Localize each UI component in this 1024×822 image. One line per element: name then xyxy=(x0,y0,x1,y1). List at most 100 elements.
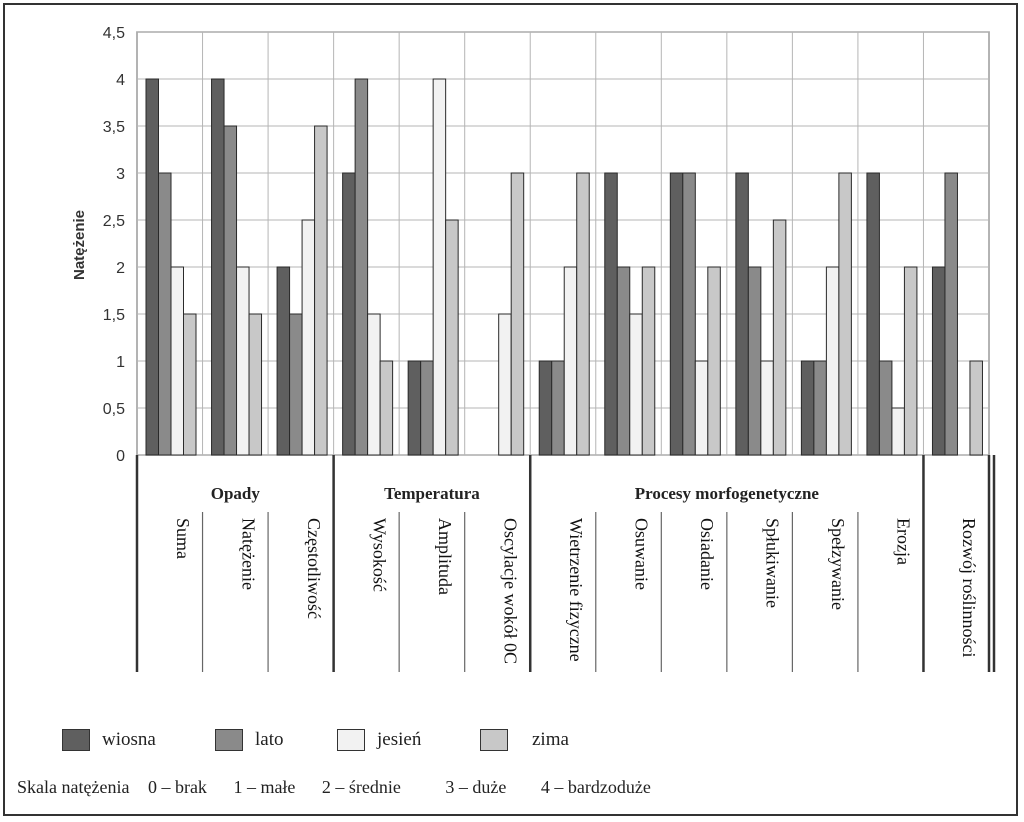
group-label: Temperatura xyxy=(384,484,480,503)
scale-item-1: 1 – małe xyxy=(233,777,296,797)
bar-zima-8 xyxy=(707,266,721,456)
y-tick-label: 1 xyxy=(116,354,125,371)
bar-wiosna-3 xyxy=(342,172,356,456)
bar-lato-7 xyxy=(616,266,631,456)
bar-wiosna-6 xyxy=(538,360,553,456)
category-label: Spełzywanie xyxy=(828,518,848,610)
scale-title: Skala natężenia xyxy=(17,777,130,797)
y-axis: 0 0,5 1 1,5 2 2,5 3 3,5 4 4,5 xyxy=(103,25,125,465)
bar-jesień-11 xyxy=(891,407,905,456)
bar-jesień-8 xyxy=(694,360,709,456)
y-tick-label: 0 xyxy=(116,448,125,465)
legend-swatch-jesien xyxy=(337,729,365,751)
y-tick-label: 2,5 xyxy=(103,213,125,230)
y-tick-label: 2 xyxy=(116,260,125,277)
legend-swatch-lato xyxy=(215,729,243,751)
bar-lato-2 xyxy=(289,313,303,456)
group-label: Opady xyxy=(211,484,261,503)
y-tick-label: 3,5 xyxy=(103,119,125,136)
bar-jesień-7 xyxy=(629,313,643,456)
legend-label-jesien: jesień xyxy=(377,729,422,750)
category-label: Osuwanie xyxy=(632,518,652,590)
bar-jesień-2 xyxy=(301,219,316,456)
bar-zima-11 xyxy=(903,266,918,456)
bar-lato-0 xyxy=(158,172,172,456)
intensity-scale: Skala natężenia 0 – brak 1 – małe 2 – śr… xyxy=(17,777,673,798)
bar-zima-5 xyxy=(510,172,525,456)
legend-item-zima: zima xyxy=(480,729,569,751)
bar-zima-6 xyxy=(576,172,590,456)
y-tick-label: 3 xyxy=(116,166,125,183)
legend-label-lato: lato xyxy=(255,729,284,750)
category-label: Wietrzenie fizyczne xyxy=(566,518,586,662)
bar-wiosna-9 xyxy=(735,172,749,456)
bar-zima-4 xyxy=(445,219,459,456)
bar-wiosna-12 xyxy=(931,266,946,456)
bar-lato-4 xyxy=(420,360,434,456)
x-axis-table: Opady Suma Natężenie Częstotliwość Temperatu… xyxy=(135,455,996,672)
bar-jesień-3 xyxy=(367,313,381,456)
chart-frame xyxy=(3,3,1018,816)
y-tick-label: 4 xyxy=(116,72,125,89)
bar-lato-12 xyxy=(944,172,958,456)
bar-wiosna-11 xyxy=(866,172,880,456)
bar-zima-9 xyxy=(772,219,787,456)
legend-item-wiosna: wiosna xyxy=(62,729,156,751)
legend-swatch-wiosna xyxy=(62,729,90,751)
bar-lato-11 xyxy=(878,360,893,456)
bar-jesień-1 xyxy=(236,266,250,456)
bar-lato-3 xyxy=(354,78,369,456)
bar-jesień-10 xyxy=(825,266,840,456)
bar-wiosna-0 xyxy=(145,78,159,456)
bar-jesień-6 xyxy=(563,266,578,456)
bar-zima-7 xyxy=(641,266,656,456)
bar-lato-8 xyxy=(682,172,696,456)
bar-jesień-4 xyxy=(432,78,447,456)
y-tick-label: 4,5 xyxy=(103,25,125,42)
category-label: Natężenie xyxy=(238,518,258,590)
bar-zima-2 xyxy=(314,125,328,456)
bar-jesień-0 xyxy=(170,266,184,456)
legend-label-wiosna: wiosna xyxy=(102,729,156,750)
scale-item-3: 3 – duże xyxy=(445,777,507,797)
category-label: Oscylacje wokół 0C xyxy=(500,518,520,664)
bar-jesień-5 xyxy=(498,313,512,456)
bar-zima-3 xyxy=(379,360,394,456)
category-label: Osiadanie xyxy=(697,518,717,590)
bar-lato-10 xyxy=(813,360,827,456)
y-tick-label: 1,5 xyxy=(103,307,125,324)
y-axis-label: Natężenie xyxy=(71,210,88,280)
bar-zima-1 xyxy=(248,313,263,456)
bar-wiosna-2 xyxy=(276,266,291,456)
category-label: Częstotliwość xyxy=(304,518,324,619)
scale-item-4: 4 – bardzoduże xyxy=(540,777,651,797)
bar-zima-12 xyxy=(969,360,983,456)
category-label: Wysokość xyxy=(369,518,389,592)
bar-zima-0 xyxy=(183,313,197,456)
bar-zima-10 xyxy=(838,172,852,456)
category-label: Suma xyxy=(173,518,193,559)
scale-item-2: 2 – średnie xyxy=(321,777,401,797)
group-label: Procesy morfogenetyczne xyxy=(635,484,820,503)
category-label: Amplituda xyxy=(435,518,455,595)
scale-item-0: 0 – brak xyxy=(147,777,207,797)
bars xyxy=(145,78,983,456)
legend-item-jesien: jesień xyxy=(337,729,421,751)
y-tick-label: 0,5 xyxy=(103,401,125,418)
legend-item-lato: lato xyxy=(215,729,284,751)
legend-label-zima: zima xyxy=(532,729,569,750)
bar-wiosna-10 xyxy=(800,360,815,456)
category-label: Erozja xyxy=(894,518,914,565)
legend-swatch-zima xyxy=(480,729,508,751)
bar-wiosna-1 xyxy=(211,78,225,456)
bar-lato-9 xyxy=(747,266,762,456)
bar-lato-6 xyxy=(551,360,565,456)
bar-wiosna-4 xyxy=(407,360,422,456)
category-label: Spłukiwanie xyxy=(763,518,783,608)
bar-wiosna-8 xyxy=(669,172,684,456)
bar-jesień-9 xyxy=(760,360,774,456)
bar-lato-1 xyxy=(223,125,238,456)
bar-wiosna-7 xyxy=(604,172,618,456)
category-label: Rozwój roślinności xyxy=(959,518,979,658)
